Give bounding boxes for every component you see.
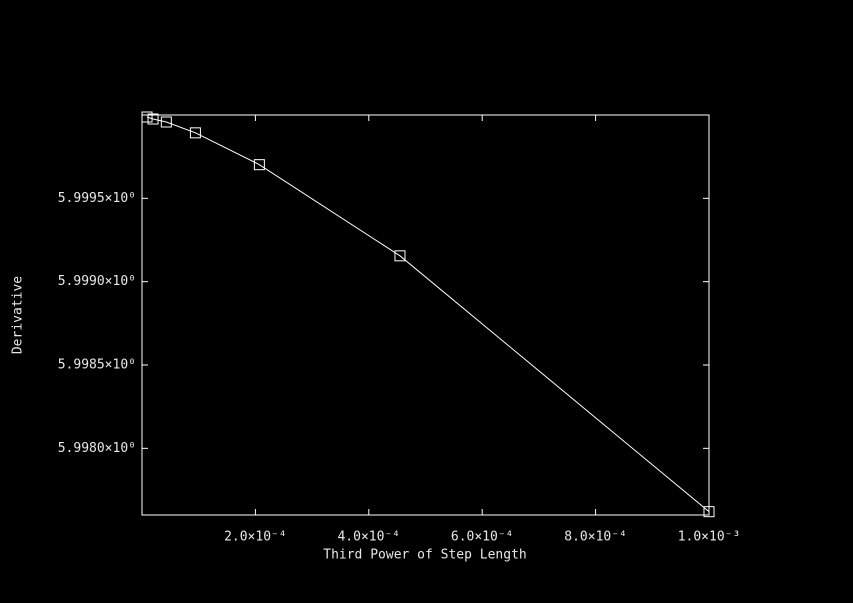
marker — [160, 116, 172, 128]
x-tick-label: 1.0×10⁻³ — [678, 530, 741, 545]
y-tick-label: 5.9995×10⁰ — [58, 191, 136, 206]
y-tick-label: 5.9985×10⁰ — [58, 358, 136, 373]
x-tick-label: 2.0×10⁻⁴ — [224, 530, 287, 545]
marker — [394, 250, 406, 262]
marker — [189, 127, 201, 139]
y-tick-label: 5.9990×10⁰ — [58, 274, 136, 289]
series-line — [146, 116, 710, 513]
x-tick-label: 6.0×10⁻⁴ — [451, 530, 514, 545]
plot-frame — [141, 114, 710, 516]
x-tick-label: 8.0×10⁻⁴ — [564, 530, 627, 545]
x-tick-label: 4.0×10⁻⁴ — [337, 530, 400, 545]
y-axis-label: Derivative — [11, 276, 26, 354]
x-axis-label: Third Power of Step Length — [323, 548, 527, 563]
marker — [141, 111, 153, 123]
marker — [703, 506, 715, 518]
marker — [147, 113, 159, 125]
y-tick-label: 5.9980×10⁰ — [58, 441, 136, 456]
marker — [253, 159, 265, 171]
